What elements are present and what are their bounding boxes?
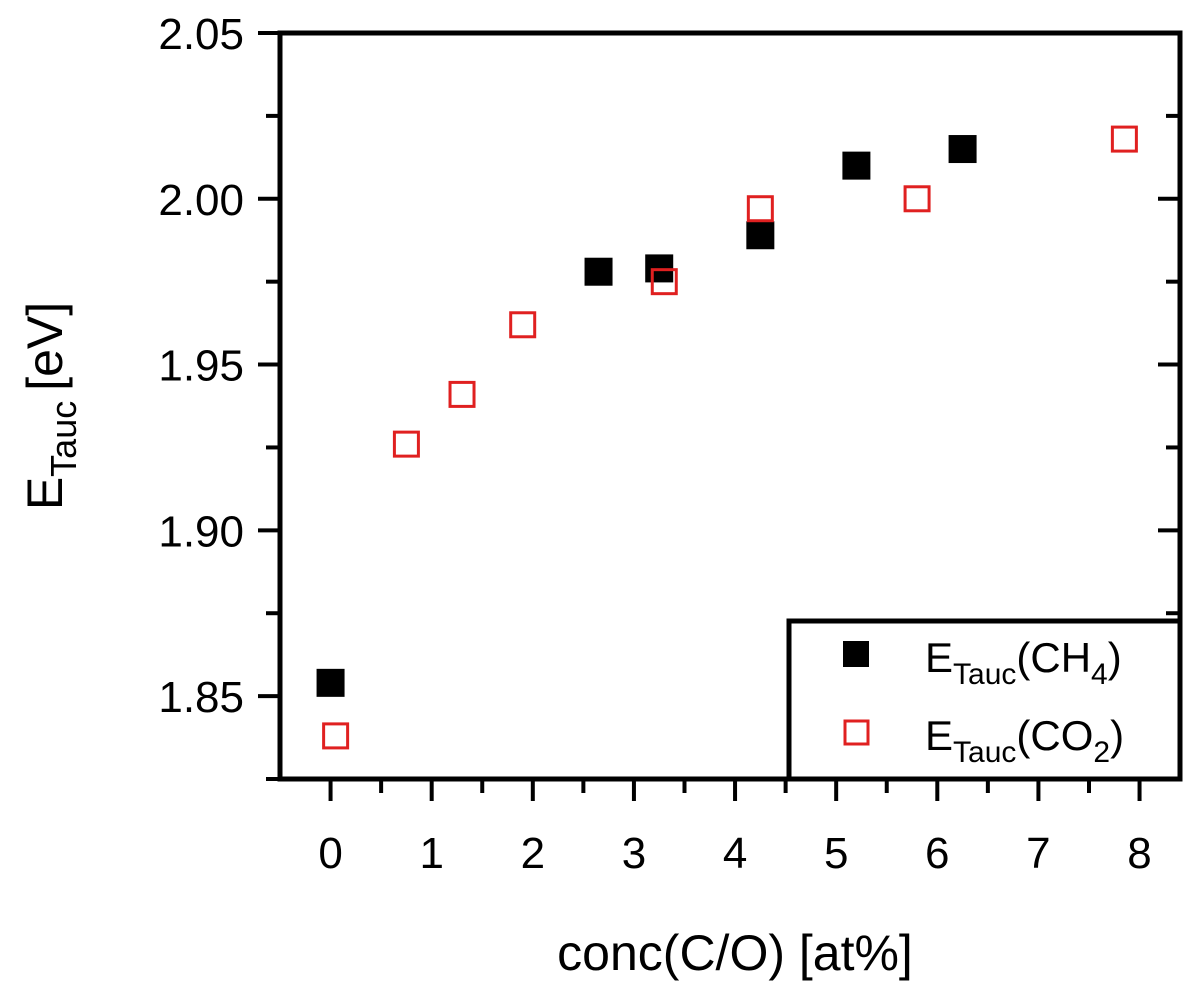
legend-co2-pre: (CO bbox=[1016, 712, 1093, 759]
y-axis-title-sub: Tauc bbox=[43, 401, 84, 477]
y-tick-label: 2.00 bbox=[158, 176, 244, 225]
legend-marker-co2 bbox=[843, 719, 870, 746]
y-tick-label: 2.05 bbox=[158, 10, 244, 59]
x-tick-label: 6 bbox=[925, 829, 949, 878]
legend-ch4-subscript: 4 bbox=[1091, 658, 1108, 691]
point-ch4 bbox=[584, 257, 613, 286]
legend-marker-ch4 bbox=[843, 641, 869, 667]
legend-ch4-sub: Tauc bbox=[953, 658, 1016, 691]
point-ch4 bbox=[842, 151, 871, 180]
point-co2 bbox=[392, 430, 420, 458]
y-axis-title-main: E bbox=[17, 477, 73, 510]
x-axis-title: conc(C/O) [at%] bbox=[557, 925, 913, 981]
legend-label-co2: ETauc(CO2) bbox=[925, 712, 1124, 769]
x-tick-label: 2 bbox=[521, 829, 545, 878]
x-tick-label: 1 bbox=[419, 829, 443, 878]
point-ch4 bbox=[746, 221, 775, 250]
legend: ETauc(CH4) ETauc(CO2) bbox=[786, 618, 1183, 782]
y-axis-title-unit: [eV] bbox=[17, 302, 73, 391]
x-tick-label: 0 bbox=[318, 829, 342, 878]
point-co2 bbox=[903, 185, 931, 213]
legend-ch4-post: ) bbox=[1108, 634, 1122, 681]
point-co2 bbox=[650, 268, 678, 296]
legend-co2-post: ) bbox=[1110, 712, 1124, 759]
plot-frame bbox=[277, 30, 1183, 782]
legend-label-ch4: ETauc(CH4) bbox=[925, 634, 1122, 691]
point-co2 bbox=[1110, 125, 1138, 153]
point-ch4 bbox=[948, 135, 977, 164]
legend-co2-sub: Tauc bbox=[953, 736, 1016, 769]
point-co2 bbox=[746, 195, 774, 223]
x-tick-label: 8 bbox=[1127, 829, 1151, 878]
tick-labels: 0 1 2 3 4 5 6 7 8 1.85 1.90 1.95 2.00 2.05 bbox=[158, 10, 1151, 878]
y-tick-label: 1.95 bbox=[158, 342, 244, 391]
x-tick-label: 5 bbox=[824, 829, 848, 878]
y-axis-title: ETauc [eV] bbox=[17, 302, 84, 510]
x-tick-label: 7 bbox=[1026, 829, 1050, 878]
legend-ch4-pre: (CH bbox=[1016, 634, 1091, 681]
legend-co2-main: E bbox=[925, 712, 953, 759]
legend-co2-subscript: 2 bbox=[1093, 736, 1110, 769]
x-tick-label: 4 bbox=[723, 829, 747, 878]
y-tick-label: 1.85 bbox=[158, 673, 244, 722]
y-tick-label: 1.90 bbox=[158, 507, 244, 556]
point-ch4 bbox=[316, 668, 345, 697]
data-points bbox=[316, 125, 1138, 750]
x-tick-label: 3 bbox=[622, 829, 646, 878]
point-co2 bbox=[322, 722, 350, 750]
legend-ch4-main: E bbox=[925, 634, 953, 681]
point-co2 bbox=[509, 311, 537, 339]
point-co2 bbox=[448, 380, 476, 408]
